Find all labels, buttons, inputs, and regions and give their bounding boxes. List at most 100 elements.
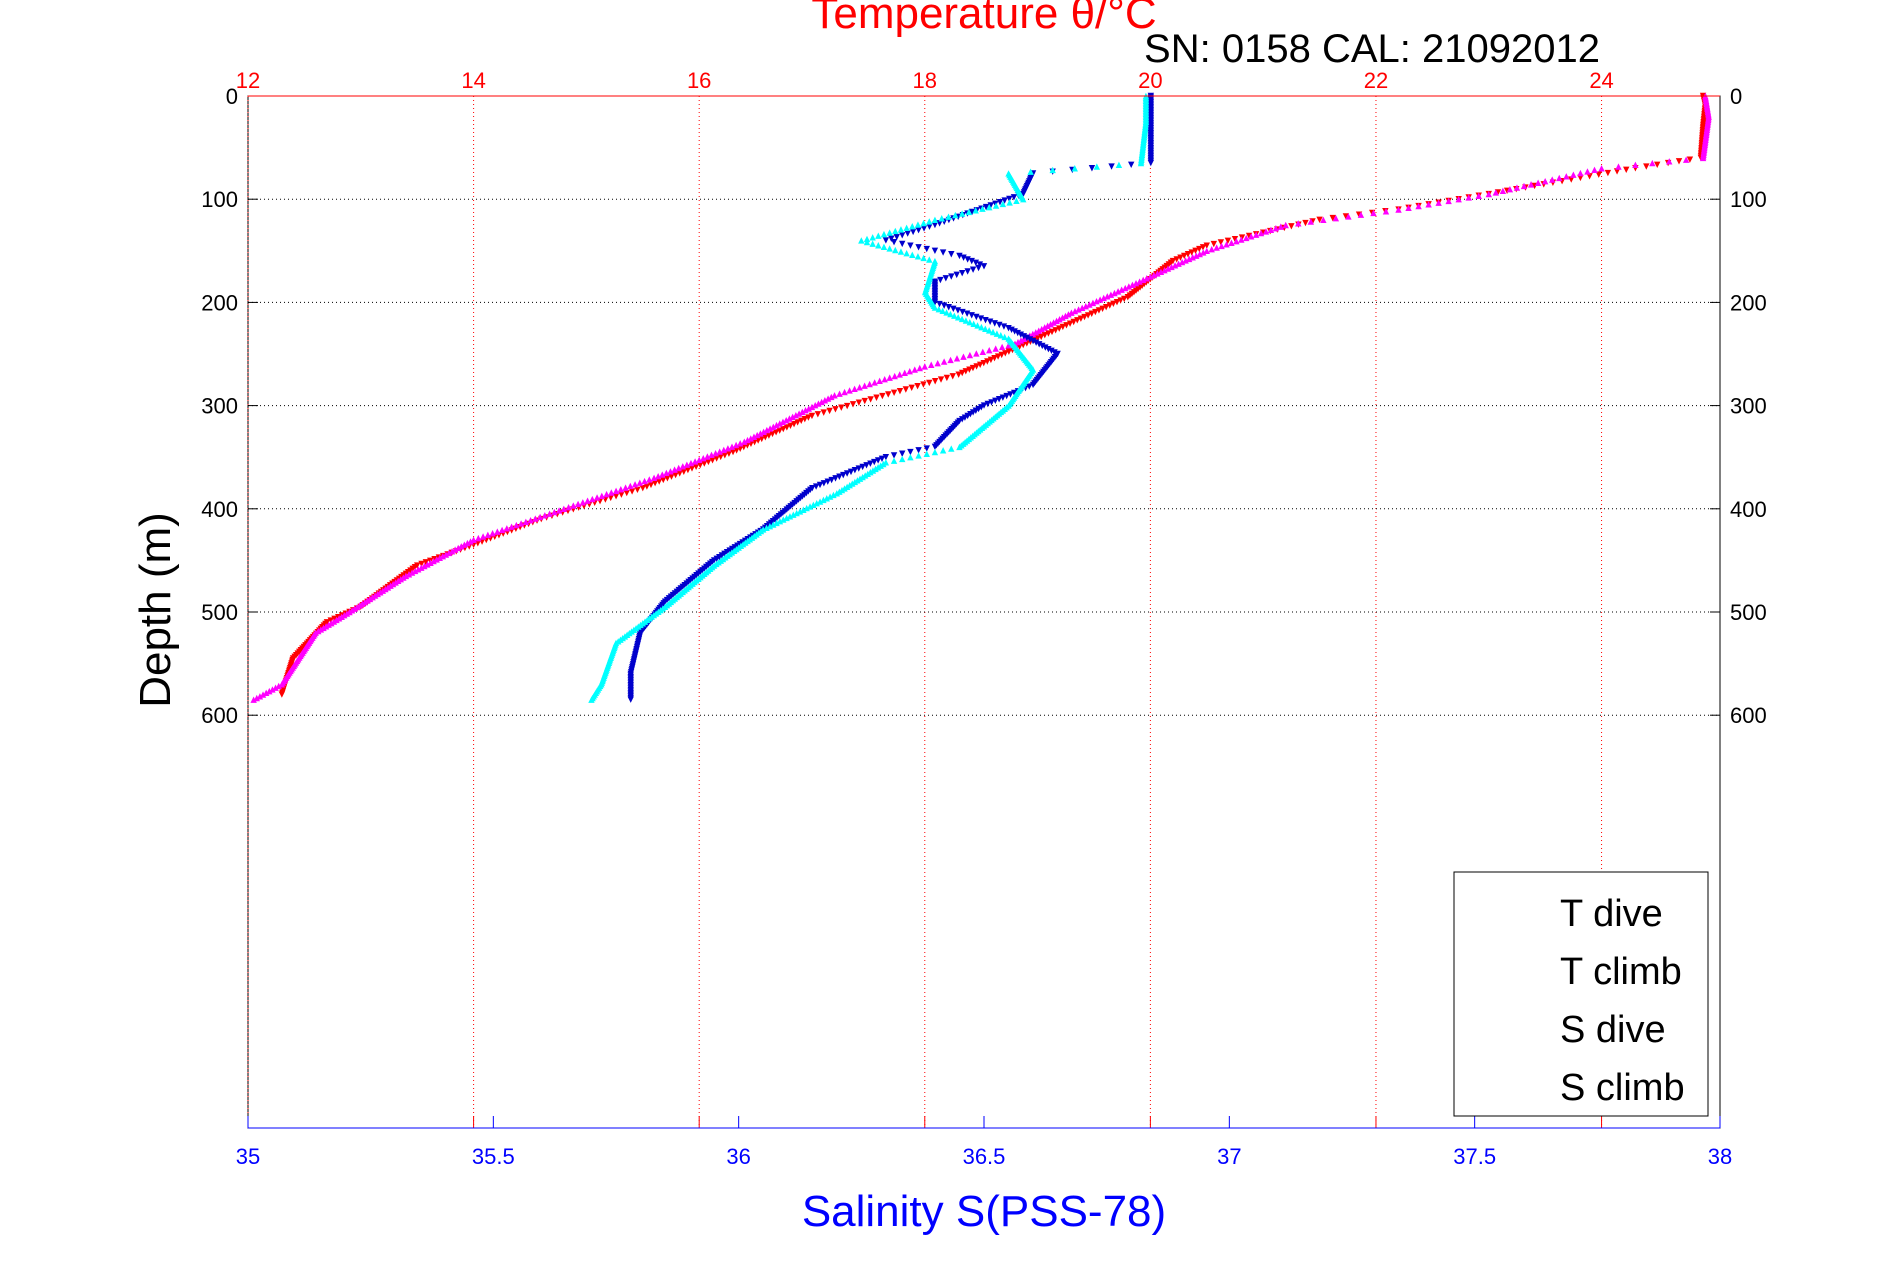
s-dive-point bbox=[982, 316, 989, 324]
s-climb-point bbox=[982, 325, 989, 332]
depth-tick-label-left: 500 bbox=[201, 600, 238, 625]
s-climb-point bbox=[1027, 168, 1034, 175]
t-climb-point bbox=[589, 495, 596, 503]
s-dive-point bbox=[987, 202, 994, 209]
t-dive-point bbox=[832, 406, 839, 413]
t-dive-point bbox=[790, 420, 798, 428]
s-dive-point bbox=[1010, 194, 1018, 201]
t-dive-point bbox=[733, 447, 740, 454]
temperature-tick-label: 22 bbox=[1364, 68, 1388, 93]
t-dive-point bbox=[885, 391, 892, 398]
t-dive-point bbox=[721, 452, 729, 459]
t-dive-point bbox=[643, 483, 651, 490]
s-climb-point bbox=[931, 304, 939, 311]
s-dive-point bbox=[1108, 163, 1115, 170]
s-climb-point bbox=[920, 219, 927, 227]
t-dive-point bbox=[1316, 216, 1323, 224]
s-dive-point bbox=[729, 545, 736, 553]
t-dive-point bbox=[680, 468, 688, 475]
t-climb-point bbox=[766, 425, 774, 432]
t-climb-point bbox=[503, 525, 511, 532]
t-climb-point bbox=[1129, 281, 1136, 289]
salinity-tick-label: 37.5 bbox=[1453, 1144, 1496, 1169]
s-climb-point bbox=[793, 509, 800, 517]
t-dive-point bbox=[612, 493, 620, 500]
t-climb-point bbox=[802, 407, 809, 414]
s-climb-point bbox=[914, 253, 922, 260]
t-dive-point bbox=[1081, 313, 1088, 321]
t-climb-point bbox=[1223, 241, 1230, 248]
s-climb-point bbox=[997, 332, 1004, 339]
s-dive-point bbox=[1032, 339, 1040, 346]
t-dive-point bbox=[1074, 317, 1081, 324]
t-climb-point bbox=[1252, 231, 1260, 238]
t-climb-point bbox=[1175, 260, 1182, 267]
t-climb-point bbox=[1071, 307, 1079, 315]
t-dive-point bbox=[962, 368, 969, 375]
s-dive-point bbox=[731, 544, 738, 551]
t-dive-point bbox=[966, 366, 973, 373]
s-dive-point bbox=[969, 409, 977, 416]
t-climb-point bbox=[886, 374, 893, 381]
t-climb-point bbox=[1320, 216, 1327, 224]
t-dive-point bbox=[931, 378, 939, 385]
t-dive-point bbox=[709, 457, 716, 464]
legend-label-s-climb: S climb bbox=[1560, 1067, 1685, 1109]
s-dive-point bbox=[820, 480, 828, 487]
s-dive-point bbox=[824, 478, 831, 485]
t-dive-point bbox=[684, 466, 692, 474]
s-climb-point bbox=[1013, 197, 1020, 204]
s-dive-point bbox=[931, 247, 939, 254]
s-climb-point bbox=[813, 499, 820, 507]
t-climb-point bbox=[1238, 236, 1245, 243]
t-climb-point bbox=[1147, 273, 1154, 280]
t-climb-point bbox=[1213, 244, 1220, 251]
t-climb-point bbox=[1200, 249, 1207, 256]
t-dive-point bbox=[1224, 237, 1232, 245]
t-climb-point bbox=[1415, 202, 1422, 210]
t-climb-point bbox=[683, 461, 691, 468]
t-climb-point bbox=[1154, 270, 1161, 277]
depth-tick-label-right: 300 bbox=[1730, 394, 1767, 419]
chart-title: Temperature θ/°C bbox=[811, 0, 1156, 38]
t-climb-point bbox=[1203, 247, 1210, 254]
s-climb-point bbox=[783, 514, 790, 522]
s-dive-point bbox=[975, 264, 982, 272]
t-climb-point bbox=[654, 472, 662, 480]
t-dive-point bbox=[980, 359, 987, 367]
t-dive-point bbox=[474, 540, 482, 547]
s-dive-point bbox=[1128, 161, 1135, 168]
t-dive-point bbox=[855, 399, 863, 406]
s-dive-point bbox=[969, 266, 977, 273]
s-dive-point bbox=[956, 252, 963, 260]
t-dive-point bbox=[949, 373, 956, 380]
s-dive-point bbox=[882, 454, 890, 461]
t-climb-point bbox=[911, 366, 918, 373]
s-dive-point bbox=[945, 304, 952, 311]
t-dive-point bbox=[908, 384, 915, 392]
t-climb-point bbox=[636, 479, 644, 486]
t-dive-point bbox=[1199, 244, 1207, 251]
t-climb-point bbox=[773, 421, 780, 429]
s-dive-point bbox=[968, 208, 976, 216]
t-climb-point bbox=[824, 395, 832, 402]
t-climb-point bbox=[631, 481, 639, 488]
s-dive-point bbox=[975, 405, 982, 413]
salinity-tick-label: 35.5 bbox=[472, 1144, 515, 1169]
s-dive-point bbox=[1088, 165, 1096, 172]
chart-subtitle: SN: 0158 CAL: 21092012 bbox=[1144, 27, 1600, 71]
t-dive-point bbox=[808, 412, 816, 420]
t-dive-point bbox=[1302, 219, 1309, 227]
t-climb-point bbox=[1370, 209, 1377, 217]
t-dive-point bbox=[729, 448, 737, 456]
s-dive-point bbox=[890, 452, 898, 459]
t-climb-point bbox=[546, 510, 553, 517]
s-climb-point bbox=[820, 496, 827, 504]
t-climb-point bbox=[812, 402, 819, 409]
s-dive-point bbox=[996, 198, 1004, 206]
t-climb-point bbox=[1513, 184, 1521, 191]
t-climb-point bbox=[757, 430, 764, 437]
s-climb-point bbox=[763, 524, 770, 531]
t-dive-point bbox=[1056, 325, 1063, 332]
t-dive-point bbox=[902, 386, 910, 393]
